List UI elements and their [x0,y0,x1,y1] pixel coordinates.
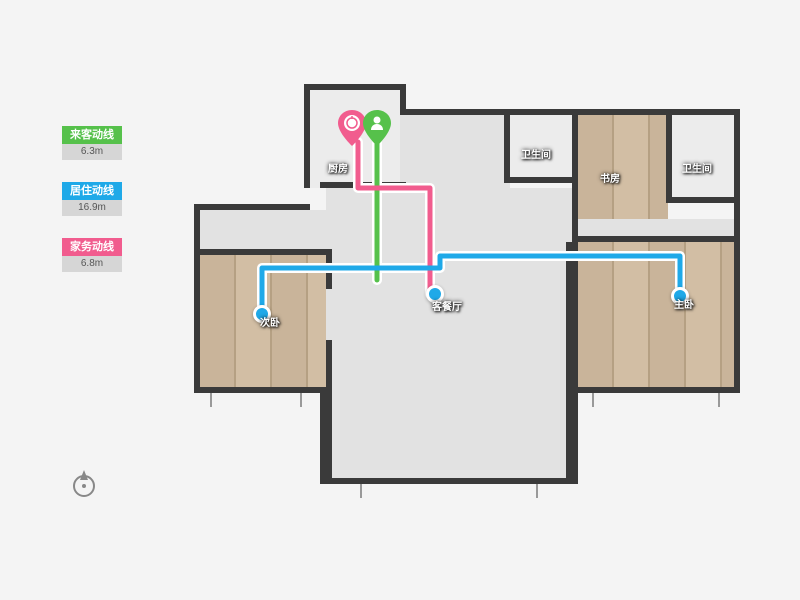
legend-chore-label: 家务动线 [62,238,122,256]
legend-chore-distance: 6.8m [62,256,122,272]
marker-kitchen-icon [338,110,366,146]
label-living: 客餐厅 [432,298,462,313]
legend-guest: 来客动线 6.3m [62,126,122,160]
legend-living-distance: 16.9m [62,200,122,216]
legend-guest-label: 来客动线 [62,126,122,144]
compass-icon [70,470,98,498]
legend-guest-distance: 6.3m [62,144,122,160]
label-master-bed: 主卧 [674,296,694,311]
label-kitchen: 厨房 [328,160,348,175]
marker-entry-icon [363,110,391,146]
floor-plan: 厨房 卫生间 书房 卫生间 次卧 主卧 客餐厅 [200,80,760,500]
label-second-bed: 次卧 [260,314,280,329]
label-bath2: 卫生间 [682,160,712,175]
legend-panel: 来客动线 6.3m 居住动线 16.9m 家务动线 6.8m [62,126,122,294]
label-study: 书房 [600,170,620,185]
legend-living: 居住动线 16.9m [62,182,122,216]
legend-living-label: 居住动线 [62,182,122,200]
label-bath1: 卫生间 [521,146,551,161]
legend-chore: 家务动线 6.8m [62,238,122,272]
